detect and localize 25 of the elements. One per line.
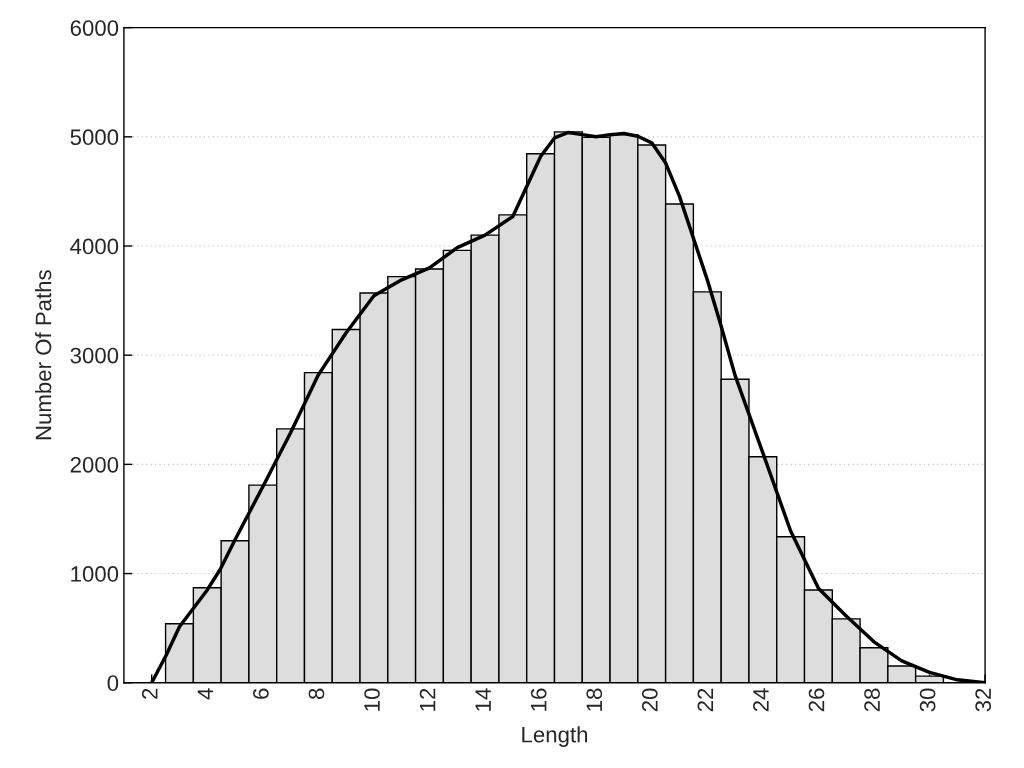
x-tick-label: 2 (141, 688, 158, 699)
y-tick-label: 4000 (70, 238, 119, 255)
x-tick-label: 28 (864, 688, 880, 712)
y-tick-label: 6000 (70, 20, 119, 36)
x-tick-label: 8 (308, 688, 325, 700)
y-tick-label: 0 (107, 675, 119, 692)
y-tick-label: 5000 (70, 129, 119, 146)
x-tick-label: 24 (753, 688, 769, 712)
x-tick-label: 10 (364, 688, 380, 711)
y-tick-label: 1000 (71, 566, 119, 582)
x-tick-label: 32 (975, 688, 992, 712)
y-tick-label: 2000 (70, 456, 119, 473)
x-axis-title: Length (522, 726, 588, 747)
y-tick-label: 3000 (70, 347, 119, 364)
x-tick-label: 30 (919, 688, 936, 712)
y-axis-title: Number Of Paths (35, 270, 52, 440)
x-tick-label: 12 (419, 688, 436, 711)
x-tick-label: 6 (253, 688, 269, 699)
x-tick-label: 20 (641, 688, 658, 712)
x-tick-label: 14 (475, 688, 491, 711)
x-tick-label: 26 (808, 688, 825, 712)
x-tick-label: 18 (586, 688, 603, 711)
x-tick-label: 16 (530, 688, 547, 711)
x-tick-label: 4 (197, 688, 213, 700)
x-tick-label: 22 (697, 688, 714, 712)
